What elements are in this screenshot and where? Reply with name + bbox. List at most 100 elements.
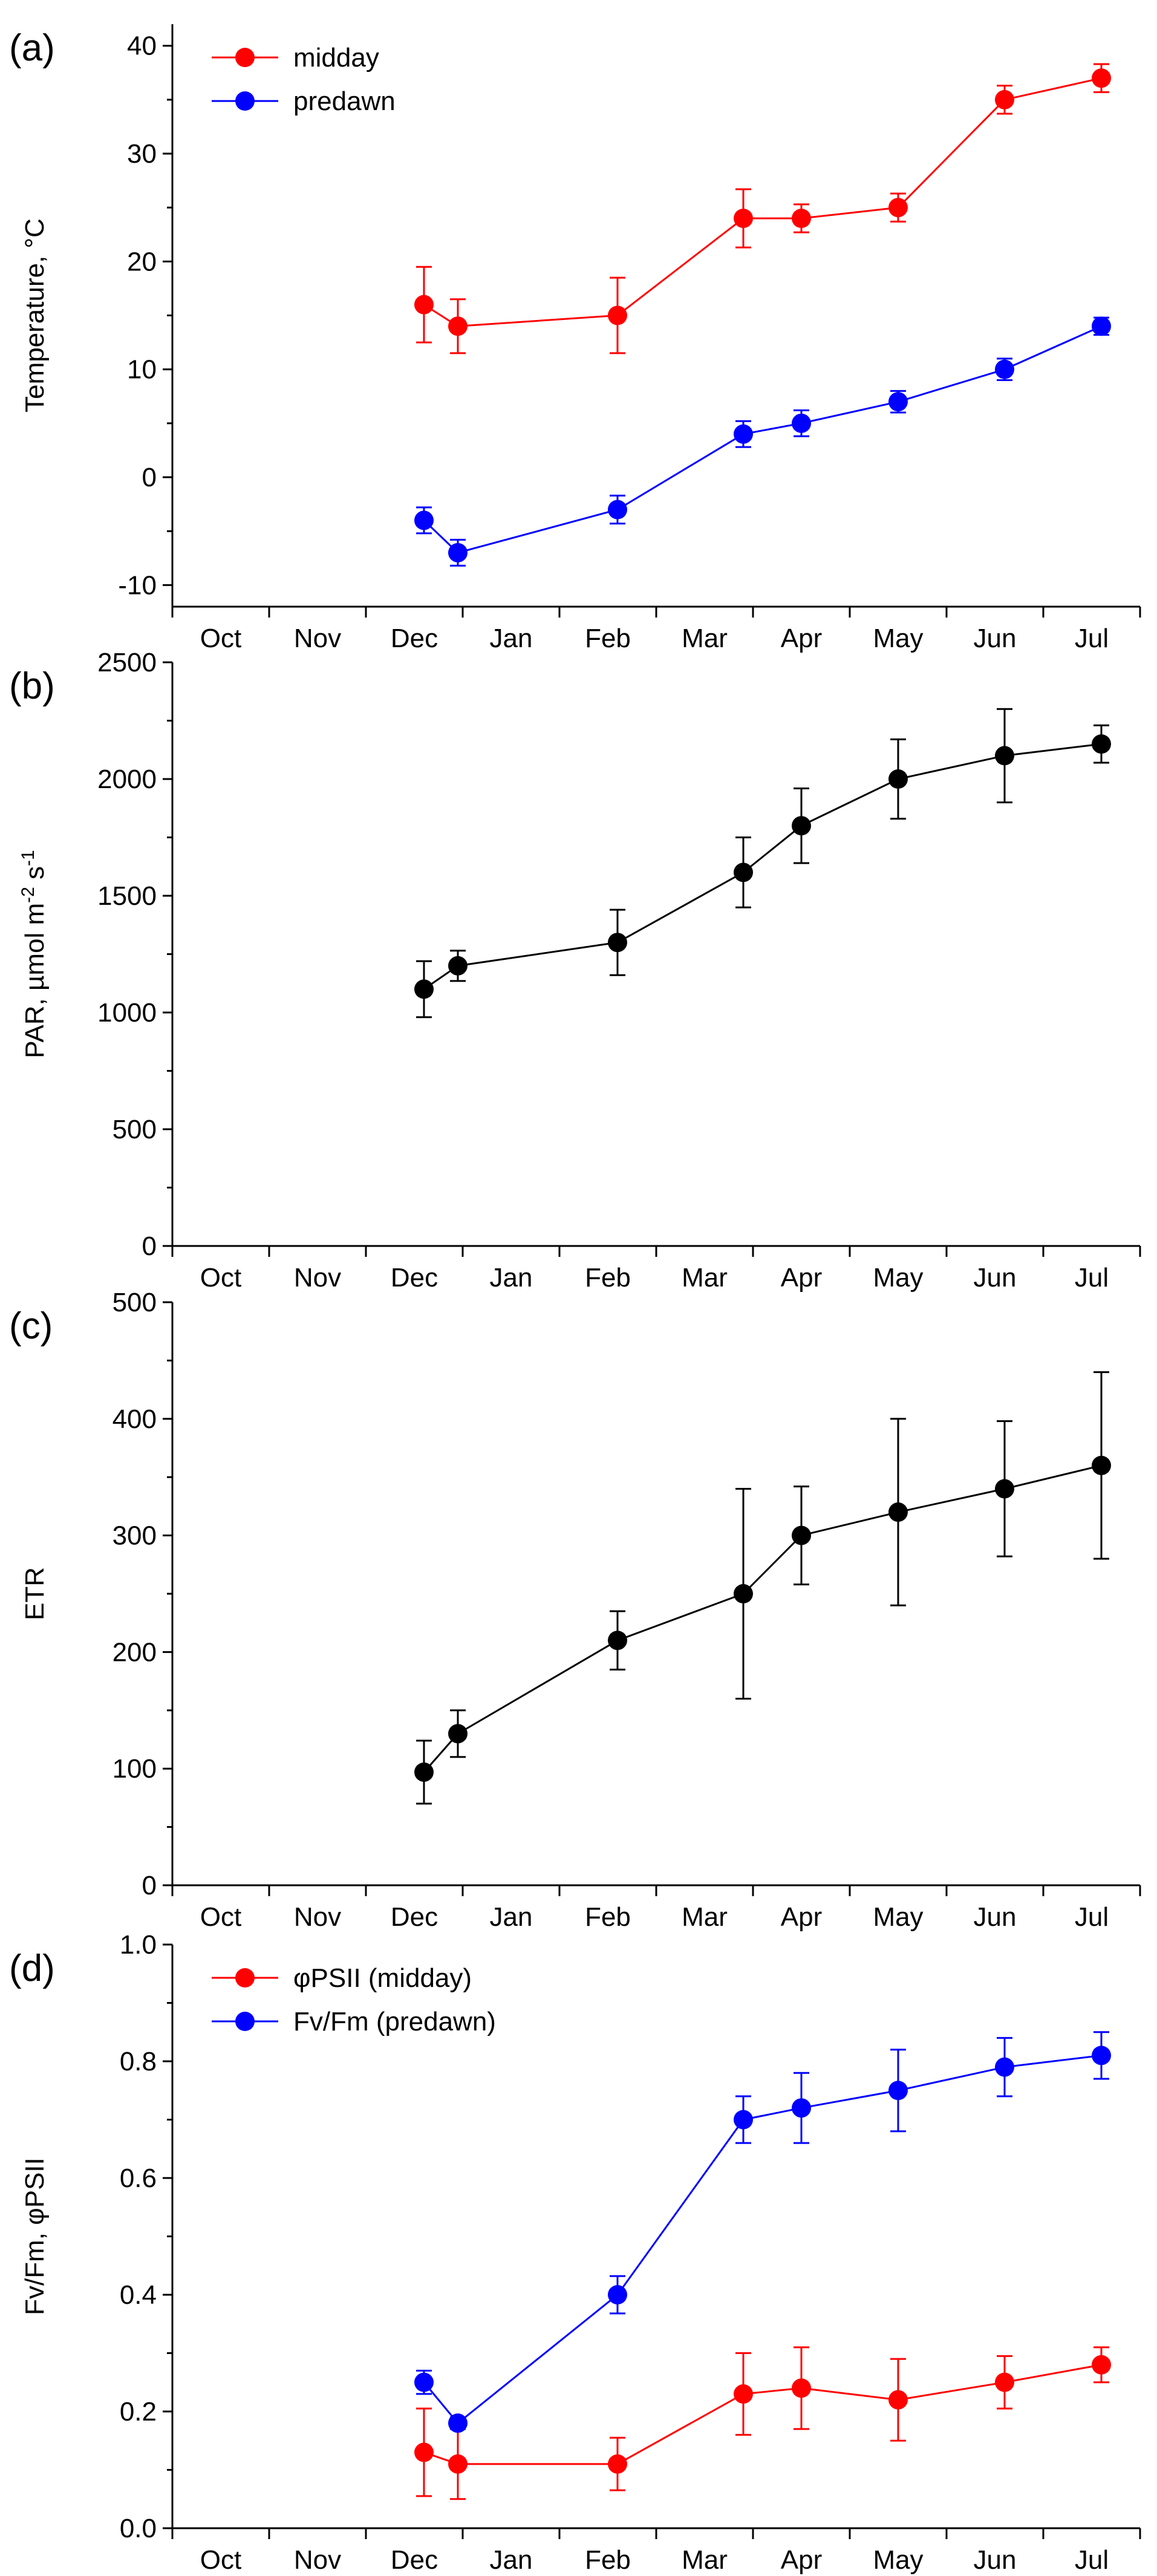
data-point <box>792 2378 811 2398</box>
y-tick-label: 200 <box>112 1637 157 1667</box>
x-tick-label-jun: Jun <box>974 2545 1017 2575</box>
x-tick-label-jul: Jul <box>1075 2545 1109 2575</box>
y-tick-label: 300 <box>112 1521 157 1551</box>
data-point <box>995 2372 1014 2392</box>
x-tick-label-mar: Mar <box>682 1902 728 1932</box>
x-tick-label-oct: Oct <box>200 1263 241 1293</box>
x-tick-label-may: May <box>873 1902 923 1932</box>
legend-marker <box>235 48 255 67</box>
y-tick-label: 100 <box>112 1754 157 1784</box>
y-axis-title: Fv/Fm, φPSII <box>20 2157 50 2315</box>
panel-label: (a) <box>9 27 55 69</box>
data-point <box>448 316 468 336</box>
panel-a: -10 0 10 20 30 40 Oct Nov Dec Jan Feb Mar Apr May Jun J… <box>9 24 1141 653</box>
x-tick-label-jun: Jun <box>974 1902 1017 1932</box>
y-tick-label: 30 <box>127 139 157 169</box>
data-point <box>888 1502 908 1522</box>
y-tick-label: 0.2 <box>120 2397 157 2427</box>
y-tick-label: 0.6 <box>120 2164 157 2193</box>
data-point <box>888 2081 908 2101</box>
y-axis-title: Temperature, °C <box>20 218 50 412</box>
data-point <box>995 359 1014 379</box>
y-tick-label: 400 <box>112 1404 157 1434</box>
y-tick-label: 1000 <box>97 998 157 1028</box>
x-tick-label-feb: Feb <box>585 1263 631 1293</box>
x-tick-label-feb: Feb <box>585 1902 631 1932</box>
data-point <box>734 2110 753 2130</box>
x-tick-label-oct: Oct <box>200 1902 241 1932</box>
data-point <box>448 1724 468 1744</box>
series-line <box>423 743 1102 990</box>
data-point <box>414 295 434 315</box>
x-tick-label-dec: Dec <box>391 624 438 653</box>
data-point <box>888 769 908 789</box>
data-point <box>1092 734 1111 754</box>
x-tick-label-dec: Dec <box>391 2545 438 2575</box>
series-0 <box>414 63 1111 354</box>
x-tick-label-mar: Mar <box>682 1263 728 1293</box>
y-tick-label: 0.0 <box>120 2514 157 2543</box>
x-tick-label-apr: Apr <box>781 624 822 653</box>
x-tick-label-jun: Jun <box>974 624 1017 653</box>
x-tick-label-may: May <box>873 2545 923 2575</box>
x-tick-label-jan: Jan <box>490 1263 533 1293</box>
data-point <box>734 1584 753 1603</box>
x-tick-label-dec: Dec <box>391 1902 438 1932</box>
data-point <box>792 816 811 836</box>
panel-label: (d) <box>9 1948 55 1989</box>
series-line <box>423 1464 1102 1773</box>
x-tick-label-jan: Jan <box>490 624 533 653</box>
y-tick-label: 0 <box>142 1871 157 1900</box>
y-tick-label: -10 <box>118 570 157 600</box>
x-tick-label-mar: Mar <box>682 2545 728 2575</box>
legend-label: Fv/Fm (predawn) <box>293 2007 496 2036</box>
data-point <box>414 2442 434 2462</box>
data-point <box>792 2098 811 2118</box>
data-point <box>995 1479 1014 1499</box>
x-tick-label-jul: Jul <box>1075 1902 1109 1932</box>
y-tick-label: 0.8 <box>120 2047 157 2076</box>
data-point <box>608 1631 627 1651</box>
data-point <box>608 2285 627 2304</box>
data-point <box>792 1525 811 1545</box>
y-tick-label: 40 <box>127 31 157 61</box>
series-0 <box>414 1371 1111 1805</box>
series-line <box>423 2054 1102 2425</box>
data-point <box>414 1762 434 1782</box>
data-point <box>608 500 627 520</box>
data-point <box>1092 316 1111 336</box>
y-tick-label: 1.0 <box>120 1930 157 1960</box>
data-point <box>608 305 627 325</box>
x-tick-label-nov: Nov <box>294 1263 341 1293</box>
x-tick-label-oct: Oct <box>200 2545 241 2575</box>
panel-c: 0 100 200 300 400 500 Oct Nov Dec Jan Feb Mar Apr May… <box>9 1288 1141 1932</box>
x-tick-label-apr: Apr <box>781 2545 822 2575</box>
data-point <box>608 933 627 953</box>
x-tick-label-jun: Jun <box>974 1263 1017 1293</box>
data-point <box>608 2454 627 2474</box>
y-tick-label: 500 <box>112 1288 157 1317</box>
data-point <box>414 979 434 999</box>
x-tick-label-apr: Apr <box>781 1902 822 1932</box>
panel-b: 0 500 1000 1500 2000 2500 Oct Nov Dec Jan Feb Mar Ap… <box>9 648 1141 1293</box>
y-tick-label: 0 <box>142 463 157 492</box>
series-line <box>423 325 1102 554</box>
legend: midday predawn <box>212 43 396 116</box>
x-tick-label-apr: Apr <box>781 1263 822 1293</box>
data-point <box>734 209 753 228</box>
legend-marker <box>235 1968 255 1987</box>
y-tick-label: 0.4 <box>120 2280 157 2310</box>
series-line <box>423 77 1102 327</box>
series-line <box>423 2364 1102 2465</box>
series-0 <box>414 2346 1111 2500</box>
data-point <box>1092 68 1111 88</box>
x-tick-label-jan: Jan <box>490 2545 533 2575</box>
x-tick-label-mar: Mar <box>682 624 728 653</box>
x-tick-label-feb: Feb <box>585 2545 631 2575</box>
legend-marker <box>235 91 255 111</box>
y-tick-label: 2000 <box>97 765 157 794</box>
legend: φPSII (midday) Fv/Fm (predawn) <box>212 1963 496 2036</box>
data-point <box>1092 2046 1111 2066</box>
x-tick-label-nov: Nov <box>294 2545 341 2575</box>
